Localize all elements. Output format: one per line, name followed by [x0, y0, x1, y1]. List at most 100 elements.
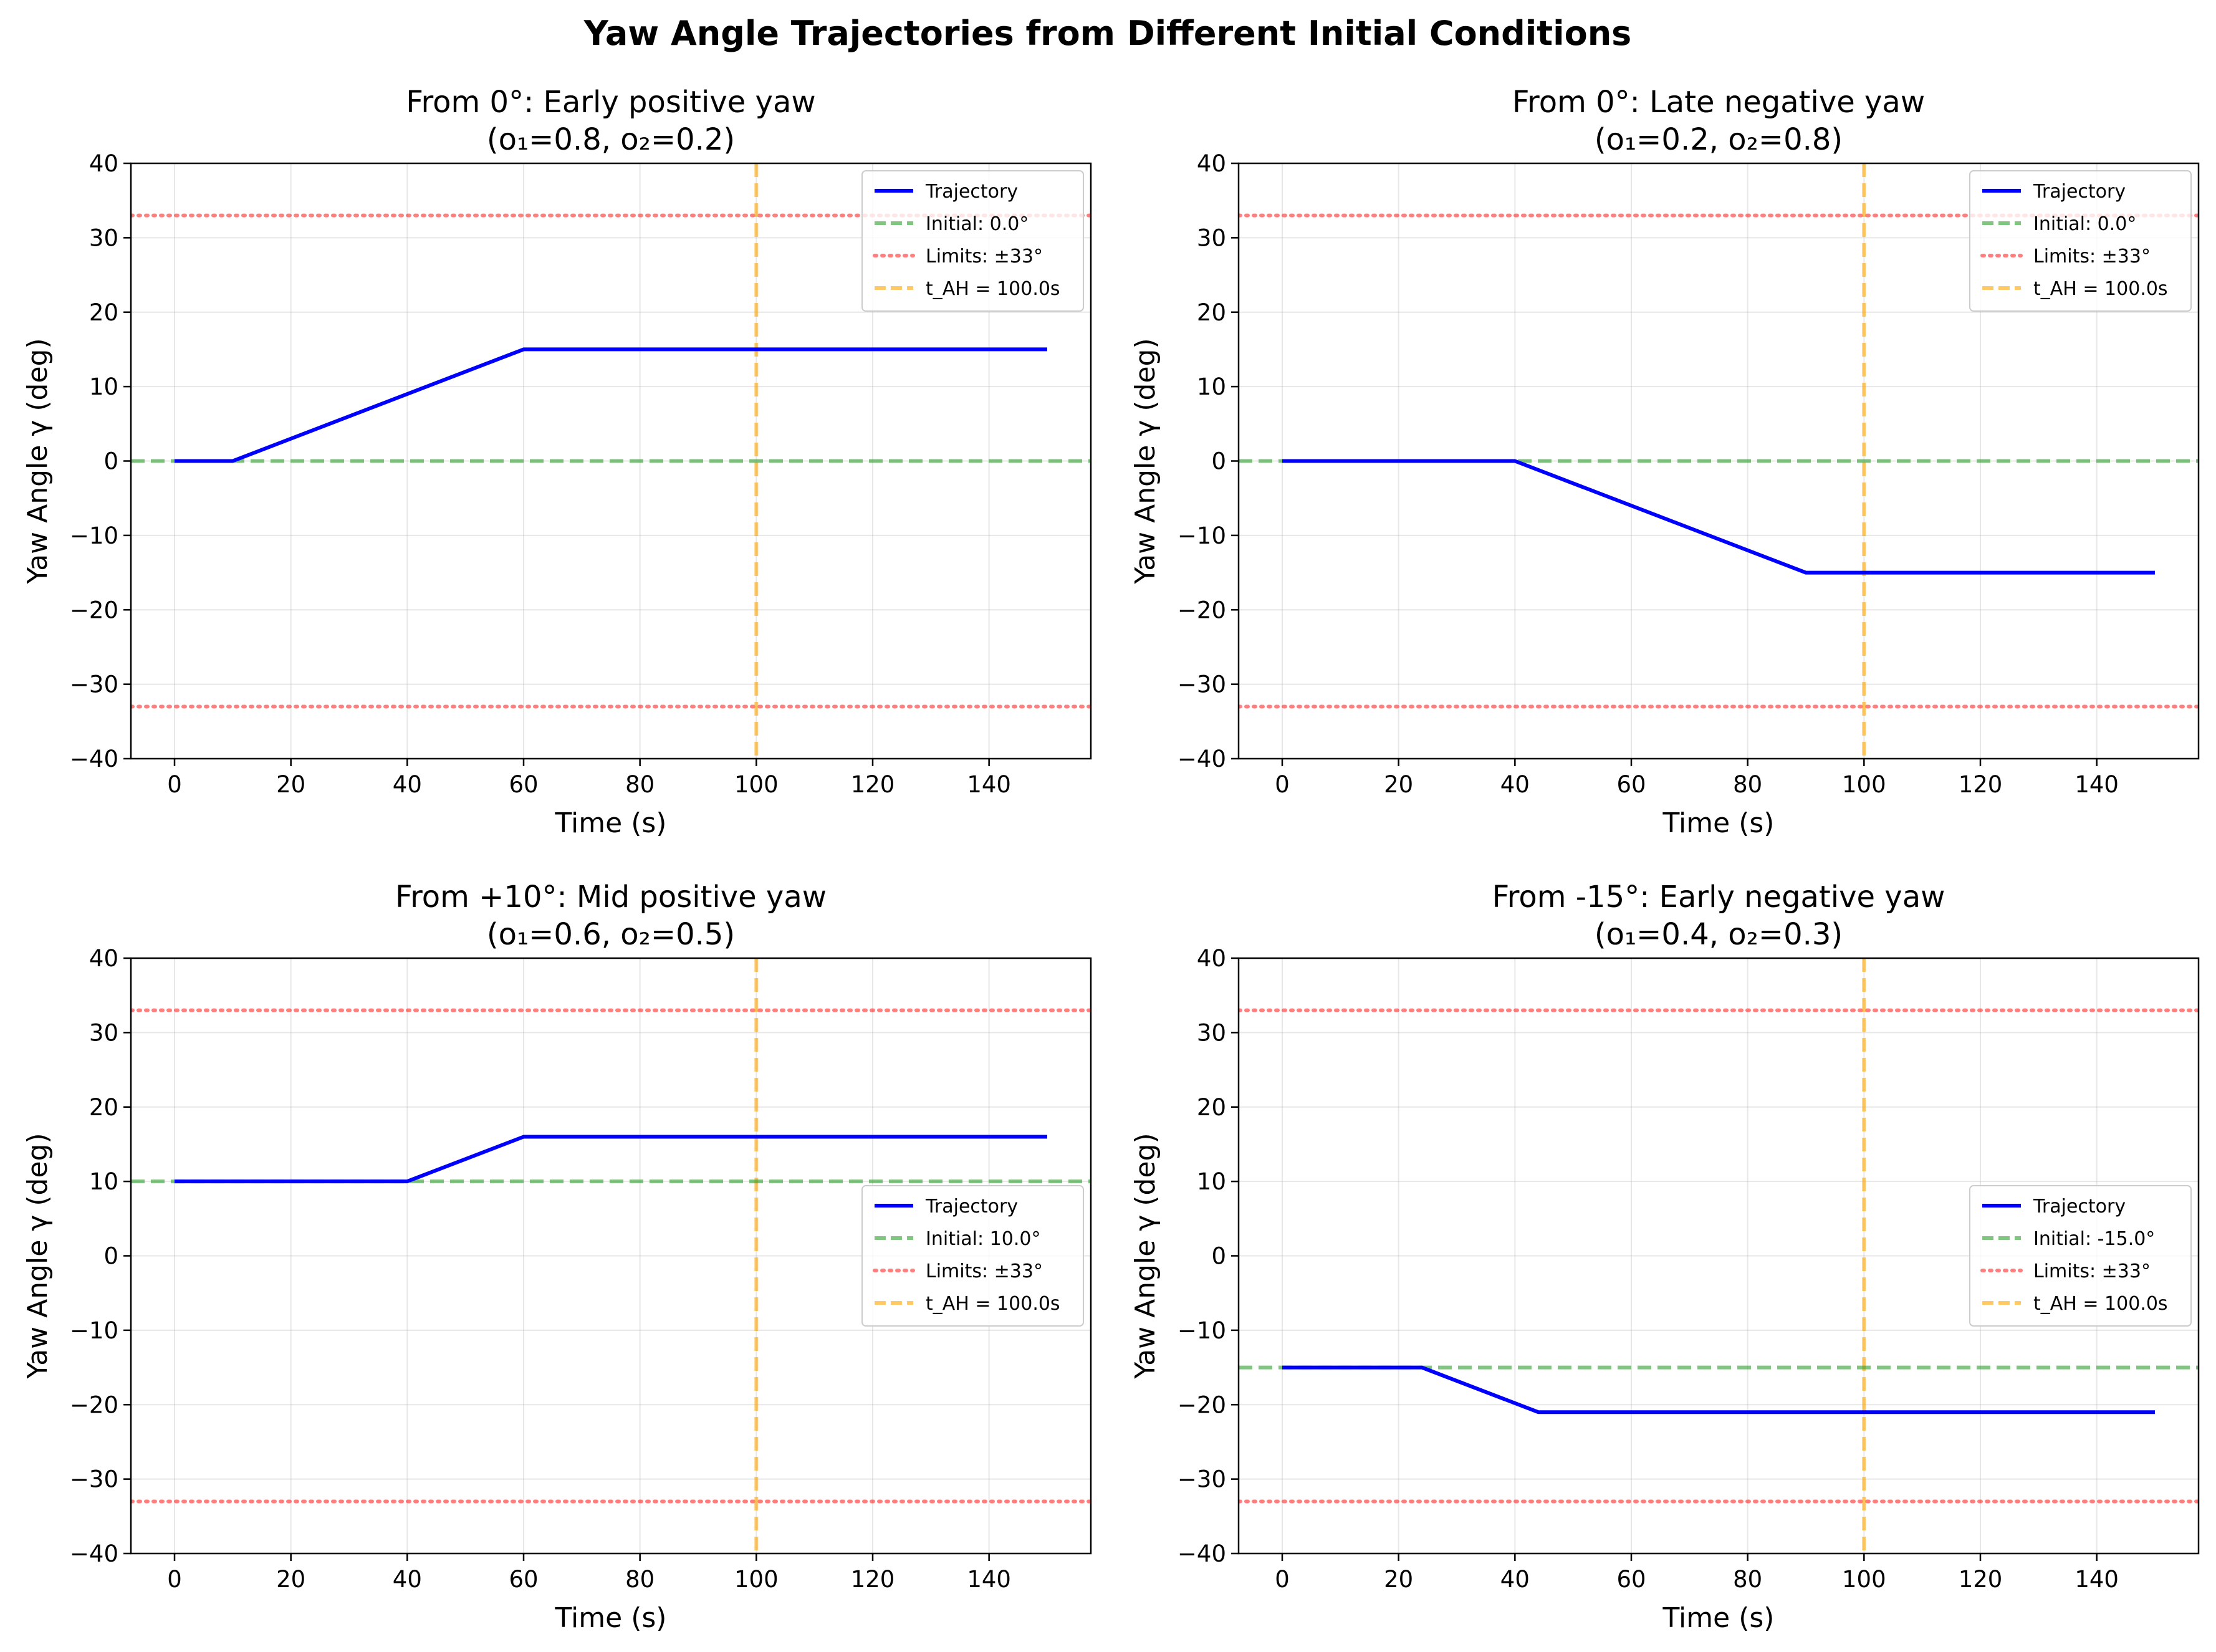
legend-initial-label: Initial: 0.0°	[2033, 213, 2136, 235]
y-tick-label: −20	[70, 1391, 118, 1418]
x-tick-label: 100	[1842, 771, 1886, 798]
subplot-subtitle: (o₁=0.4, o₂=0.3)	[1595, 917, 1843, 952]
x-tick-label: 40	[1500, 771, 1530, 798]
x-tick-label: 0	[167, 1566, 182, 1593]
x-tick-label: 40	[393, 1566, 422, 1593]
legend-initial-label: Initial: 0.0°	[926, 213, 1029, 235]
y-tick-label: 0	[103, 448, 118, 475]
x-tick-label: 40	[1500, 1566, 1530, 1593]
y-tick-label: 30	[1197, 224, 1226, 251]
x-tick-label: 80	[625, 771, 655, 798]
x-tick-label: 20	[1384, 1566, 1413, 1593]
y-tick-label: −30	[70, 1466, 118, 1493]
x-axis-label: Time (s)	[1662, 807, 1775, 839]
plot-area	[1239, 958, 2199, 1554]
y-tick-label: −10	[1178, 522, 1226, 549]
x-tick-label: 60	[1616, 771, 1646, 798]
y-tick-label: 0	[1211, 1243, 1226, 1270]
y-tick-label: 30	[89, 1019, 118, 1046]
subplot-subtitle: (o₁=0.6, o₂=0.5)	[487, 917, 735, 952]
y-tick-label: 40	[89, 945, 118, 972]
subplot-grid: From 0°: Early positive yaw(o₁=0.8, o₂=0…	[22, 85, 2200, 1634]
y-tick-label: −30	[1178, 671, 1226, 698]
y-tick-label: 20	[89, 1094, 118, 1121]
figure-title: Yaw Angle Trajectories from Different In…	[583, 14, 1632, 53]
y-tick-label: −40	[1178, 746, 1226, 772]
y-tick-label: 40	[1197, 150, 1226, 177]
legend-t-ah-label: t_AH = 100.0s	[2033, 1293, 2168, 1315]
y-tick-label: 40	[89, 150, 118, 177]
legend-trajectory-label: Trajectory	[925, 1196, 1018, 1217]
x-tick-label: 80	[1733, 771, 1762, 798]
x-tick-label: 20	[276, 771, 305, 798]
legend: Trajectory Initial: 0.0° Limits: ±33° t_AH …	[1969, 170, 2192, 312]
x-tick-label: 0	[1275, 771, 1290, 798]
x-tick-label: 0	[167, 771, 182, 798]
legend-trajectory-label: Trajectory	[925, 181, 1018, 203]
x-tick-label: 20	[1384, 771, 1413, 798]
y-tick-label: −20	[1178, 1391, 1226, 1418]
legend: Trajectory Initial: 0.0° Limits: ±33° t_AH …	[861, 170, 1084, 312]
legend: Trajectory Initial: -15.0° Limits: ±33° t_A…	[1969, 1185, 2192, 1327]
subplot-title: From -15°: Early negative yaw	[1492, 880, 1945, 915]
trajectory-line	[175, 347, 1047, 463]
x-tick-label: 100	[734, 1566, 779, 1593]
y-tick-label: −40	[70, 746, 118, 772]
subplot-4: From -15°: Early negative yaw(o₁=0.4, o₂…	[1130, 880, 2200, 1634]
x-tick-label: 40	[393, 771, 422, 798]
trajectory-line	[1282, 1365, 2155, 1414]
y-axis-label: Yaw Angle γ (deg)	[1130, 1133, 1161, 1379]
x-tick-label: 100	[734, 771, 779, 798]
legend-initial-label: Initial: -15.0°	[2033, 1228, 2155, 1250]
plot-area	[131, 958, 1091, 1554]
x-tick-label: 60	[509, 1566, 538, 1593]
y-tick-label: −10	[70, 522, 118, 549]
y-axis-label: Yaw Angle γ (deg)	[22, 1133, 54, 1379]
x-tick-label: 100	[1842, 1566, 1886, 1593]
y-axis-label: Yaw Angle γ (deg)	[1130, 338, 1161, 584]
legend-box	[861, 1185, 1084, 1327]
trajectory-line	[175, 1135, 1047, 1184]
subplot-subtitle: (o₁=0.8, o₂=0.2)	[487, 122, 735, 157]
y-tick-label: −10	[70, 1317, 118, 1344]
legend: Trajectory Initial: 10.0° Limits: ±33° t_AH…	[861, 1185, 1084, 1327]
y-tick-label: 30	[1197, 1019, 1226, 1046]
x-tick-label: 20	[276, 1566, 305, 1593]
x-tick-label: 120	[1959, 1566, 2003, 1593]
subplot-subtitle: (o₁=0.2, o₂=0.8)	[1595, 122, 1843, 157]
y-tick-label: −30	[70, 671, 118, 698]
y-tick-label: 20	[89, 299, 118, 326]
y-tick-label: −20	[70, 597, 118, 623]
x-tick-label: 140	[2075, 1566, 2119, 1593]
y-tick-label: 40	[1197, 945, 1226, 972]
y-tick-label: −20	[1178, 597, 1226, 623]
y-tick-label: 10	[1197, 1168, 1226, 1195]
subplot-1: From 0°: Early positive yaw(o₁=0.8, o₂=0…	[22, 85, 1092, 839]
x-axis-label: Time (s)	[1662, 1602, 1775, 1634]
legend-box	[1969, 170, 2192, 312]
x-tick-label: 140	[967, 1566, 1011, 1593]
legend-t-ah-label: t_AH = 100.0s	[926, 278, 1060, 300]
x-tick-label: 0	[1275, 1566, 1290, 1593]
y-axis-label: Yaw Angle γ (deg)	[22, 338, 54, 584]
x-tick-label: 80	[625, 1566, 655, 1593]
y-tick-label: 10	[89, 373, 118, 400]
x-tick-label: 60	[1616, 1566, 1646, 1593]
legend-limits-label: Limits: ±33°	[2033, 1261, 2151, 1282]
y-tick-label: −40	[1178, 1540, 1226, 1567]
x-axis-label: Time (s)	[555, 807, 667, 839]
legend-trajectory-label: Trajectory	[2033, 181, 2126, 203]
subplot-title: From 0°: Late negative yaw	[1512, 85, 1925, 120]
legend-t-ah-label: t_AH = 100.0s	[926, 1293, 1060, 1315]
legend-box	[861, 170, 1084, 312]
legend-t-ah-label: t_AH = 100.0s	[2033, 278, 2168, 300]
legend-limits-label: Limits: ±33°	[2033, 246, 2151, 267]
y-tick-label: 30	[89, 224, 118, 251]
x-tick-label: 120	[851, 1566, 895, 1593]
subplot-3: From +10°: Mid positive yaw(o₁=0.6, o₂=0…	[22, 880, 1092, 1634]
subplot-title: From 0°: Early positive yaw	[406, 85, 815, 120]
y-tick-label: 10	[89, 1168, 118, 1195]
x-tick-label: 140	[2075, 771, 2119, 798]
